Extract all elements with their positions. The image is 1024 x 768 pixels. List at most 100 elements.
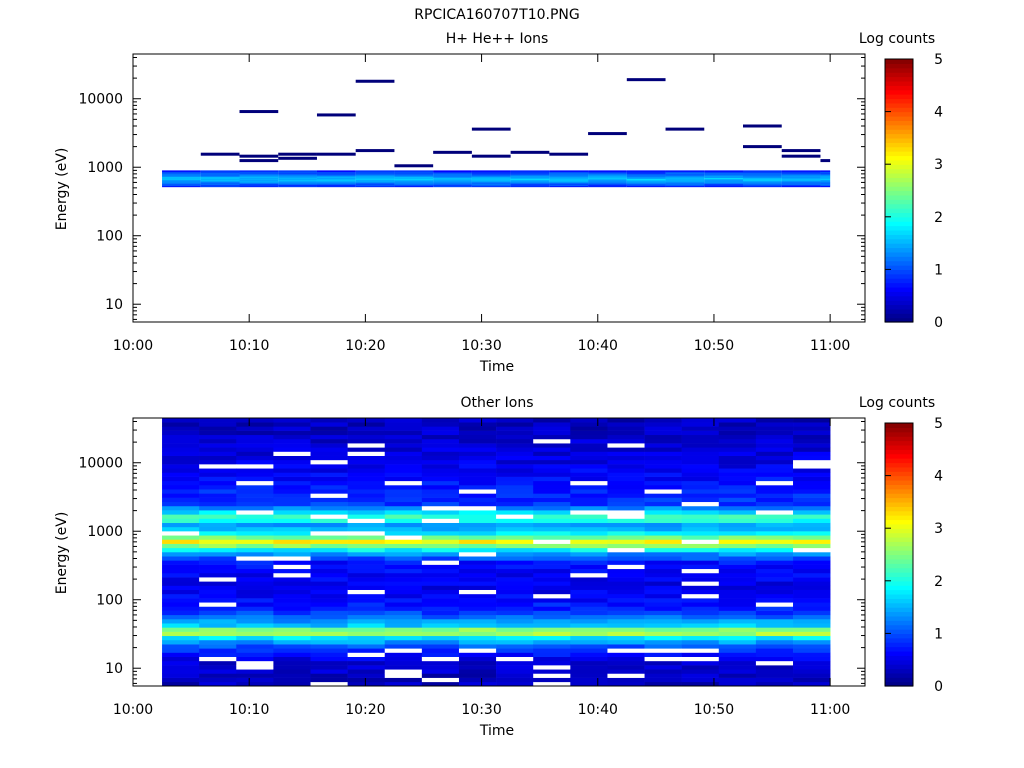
cell-10-14 [533,623,571,628]
cell-0-61 [162,426,200,431]
cell-12-29 [607,560,645,565]
cell-12-10 [607,639,645,645]
cell-4-1 [310,677,348,683]
x-tick-label: 10:10 [229,338,269,354]
cell-13-11 [644,635,682,641]
cell-14-50 [681,472,720,477]
cell-10-37 [533,526,571,532]
cell-14-24 [681,581,720,586]
cell-3-36 [273,531,311,536]
cell-7-39 [421,518,460,523]
cell-9-58 [496,438,534,444]
band-cell-13-9 [665,175,705,177]
cell-10-59 [533,434,571,440]
cell-1-28 [199,564,237,570]
panel-1-axes: 10:00 10:10 10:20 10:30 10:40 10:50 11:0010100… [78,53,866,354]
cell-3-49 [273,476,311,482]
cell-10-13 [533,627,571,632]
cell-2-14 [236,623,274,628]
cell-1-31 [199,552,237,557]
cell-3-32 [273,547,311,553]
panel-2-title: Other Ions [460,395,533,411]
cell-0-3 [162,669,200,674]
cell-1-26 [199,572,237,578]
cell-0-14 [162,623,200,628]
panel-1-colorbar-label: Log counts [859,31,935,47]
band-cell-15-12 [743,171,782,174]
cell-13-31 [644,552,682,557]
cell-9-27 [496,568,534,574]
panel-2-xlabel: Time [479,723,514,739]
band-cell-11-3 [588,182,627,184]
cell-6-35 [384,535,423,540]
cell-8-23 [458,585,497,590]
cell-8-25 [458,577,497,582]
cell-13-1 [644,677,682,683]
cell-14-53 [681,459,720,465]
colorbar-swatch [885,76,913,82]
cell-3-6 [273,656,311,662]
cell-10-21 [533,593,571,599]
cell-6-30 [384,556,423,561]
cell-2-22 [236,589,274,595]
cell-14-4 [681,665,720,670]
colorbar-swatch [885,563,913,569]
band-cell-0-2 [162,183,201,185]
cell-10-17 [533,610,571,616]
cell-10-47 [533,485,571,490]
colorbar-swatch [885,655,913,661]
colorbar-swatch [885,633,913,639]
cell-3-28 [273,564,311,570]
y-tick-label: 10 [105,297,123,313]
cell-5-47 [347,485,386,490]
colorbar-swatch [885,164,913,170]
cell-4-17 [310,610,348,616]
cell-0-46 [162,489,200,494]
colorbar-swatch [885,256,913,262]
band-cell-16-8 [781,176,821,178]
band-cell-11-7 [588,177,627,180]
band-cell-0-0 [162,185,201,188]
colorbar-swatch [885,172,913,178]
cell-10-41 [533,510,571,515]
cell-17-60 [793,430,831,436]
cell-9-9 [496,644,534,649]
colorbar-tick-label: 1 [934,626,943,642]
cell-2-41 [236,510,274,515]
cell-2-61 [236,426,274,431]
cell-9-61 [496,426,534,431]
cell-2-34 [236,539,274,544]
cell-14-30 [681,556,720,561]
band-cell-14-4 [704,180,743,183]
cell-2-16 [236,614,274,620]
cell-11-42 [570,505,608,511]
cell-15-8 [718,648,757,653]
cell-13-22 [644,589,682,595]
cell-5-6 [347,656,386,662]
cell-14-44 [681,497,720,503]
cell-17-37 [793,526,831,532]
colorbar-swatch [885,133,913,139]
cell-1-32 [199,547,237,553]
cell-4-23 [310,585,348,590]
cell-0-60 [162,430,200,436]
cell-0-9 [162,644,200,649]
cell-8-32 [458,547,497,553]
cell-3-12 [273,631,311,637]
cell-2-45 [236,493,274,498]
cell-6-2 [384,673,423,678]
band-cell-3-12 [278,171,317,174]
spike-bin-7-0 [433,150,472,154]
cell-9-32 [496,547,534,553]
cell-5-15 [347,619,386,624]
spike-bin-2-1 [239,154,279,158]
cell-15-37 [718,526,757,532]
cell-1-17 [199,610,237,616]
cell-9-44 [496,497,534,503]
cell-14-5 [681,660,720,666]
cell-1-11 [199,635,237,641]
cell-15-27 [718,568,757,574]
cell-9-8 [496,648,534,653]
cell-3-52 [273,464,311,469]
cell-3-53 [273,459,311,465]
